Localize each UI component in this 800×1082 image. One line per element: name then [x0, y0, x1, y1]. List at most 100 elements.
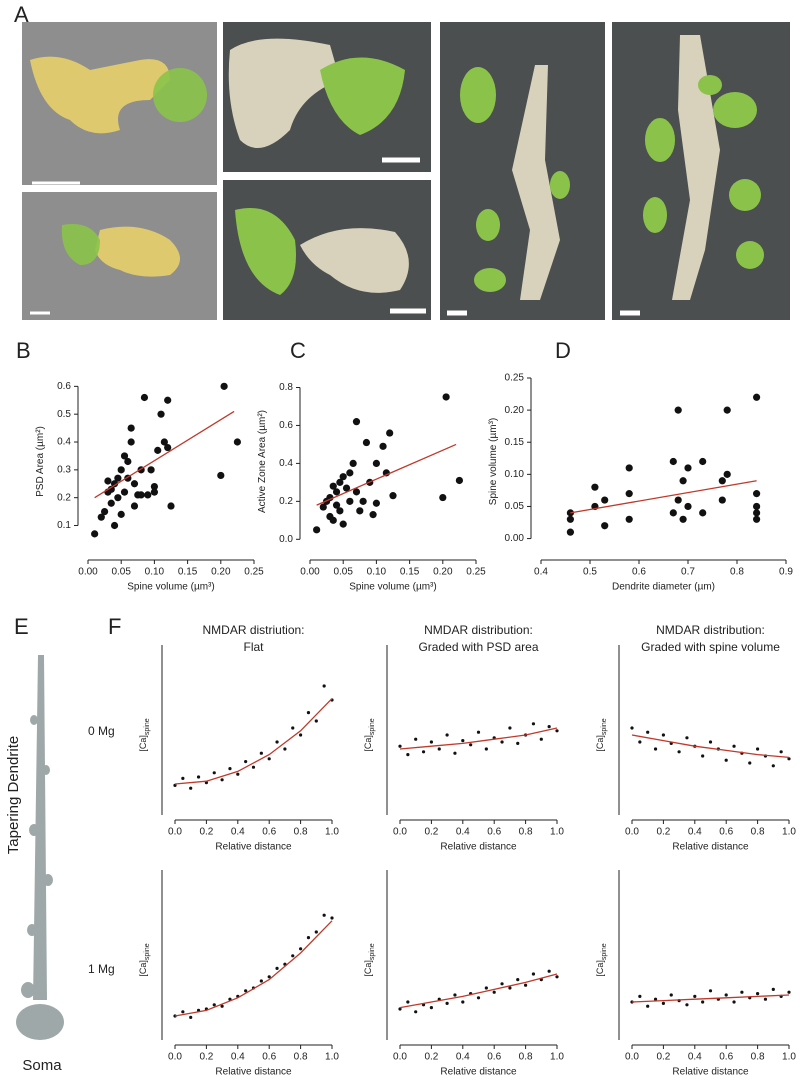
- data-point: [114, 494, 122, 502]
- data-point: [756, 992, 760, 996]
- data-point: [476, 730, 481, 734]
- data-point: [732, 1000, 736, 1004]
- data-point: [356, 507, 364, 515]
- trend-line: [631, 994, 790, 1003]
- x-tick-label: 0.20: [211, 567, 231, 578]
- data-point: [398, 744, 402, 748]
- row-label: 0 Mg: [88, 724, 115, 738]
- x-axis-label: Relative distance: [440, 1067, 517, 1078]
- data-point: [130, 480, 139, 488]
- data-point: [164, 396, 172, 404]
- x-tick-label: 1.0: [782, 827, 796, 838]
- y-axis-label-sub: spine: [369, 943, 376, 960]
- data-point: [516, 741, 520, 746]
- y-tick-label: 0.4: [57, 437, 71, 448]
- x-tick-label: 0.6: [487, 827, 501, 838]
- data-point: [144, 491, 152, 499]
- data-point: [684, 464, 692, 472]
- data-point: [147, 466, 155, 474]
- data-point: [332, 488, 341, 496]
- y-axis-label: [Ca]spine: [138, 718, 150, 751]
- y-tick-label: 0.3: [57, 464, 71, 475]
- data-point: [445, 1001, 449, 1006]
- data-point: [625, 515, 633, 523]
- data-point: [484, 986, 488, 990]
- x-tick-label: 0.0: [168, 827, 182, 838]
- y-tick-label: 0.6: [279, 420, 293, 431]
- x-tick-label: 0.00: [78, 567, 98, 578]
- data-point: [429, 740, 433, 744]
- data-point: [167, 502, 175, 510]
- y-axis-label-main: [Ca]: [363, 960, 373, 977]
- x-tick-label: 0.8: [519, 1052, 533, 1063]
- data-point: [362, 438, 371, 447]
- data-point: [251, 765, 256, 769]
- data-point: [349, 459, 357, 467]
- data-point: [453, 993, 457, 997]
- chart-subtitle: Graded with spine volume: [641, 640, 780, 654]
- x-axis-label: Relative distance: [440, 842, 517, 853]
- data-point: [164, 443, 172, 452]
- panel-label: D: [555, 338, 571, 363]
- data-point: [220, 1004, 224, 1008]
- data-point: [107, 485, 115, 493]
- data-point: [524, 983, 528, 987]
- data-point: [259, 979, 263, 983]
- x-tick-label: 0.4: [688, 1052, 702, 1063]
- y-tick-label: 0.5: [57, 409, 71, 420]
- x-tick-label: 0.4: [534, 567, 548, 578]
- data-point: [661, 733, 666, 737]
- data-point: [684, 502, 692, 511]
- data-point: [346, 469, 354, 477]
- data-point: [439, 493, 447, 502]
- x-tick-label: 0.2: [199, 827, 213, 838]
- data-point: [516, 978, 520, 982]
- y-tick-label: 0.1: [57, 520, 71, 531]
- data-point: [217, 471, 225, 480]
- trend-line: [174, 920, 333, 1017]
- x-tick-label: 0.4: [231, 1052, 245, 1063]
- panel-label: B: [16, 338, 31, 363]
- data-point: [732, 744, 736, 748]
- x-tick-label: 0.0: [393, 1052, 407, 1063]
- y-tick-label: 0.2: [279, 496, 293, 507]
- data-point: [779, 750, 783, 754]
- x-tick-label: 0.15: [178, 567, 198, 578]
- y-axis-label-main: [Ca]: [595, 960, 605, 977]
- data-point: [150, 488, 158, 496]
- x-tick-label: 0.6: [487, 1052, 501, 1063]
- data-point: [329, 482, 337, 490]
- data-point: [718, 477, 726, 485]
- x-tick-label: 0.6: [262, 827, 276, 838]
- data-point: [352, 418, 361, 426]
- data-point: [107, 499, 115, 507]
- data-point: [693, 994, 697, 999]
- data-point: [455, 476, 463, 485]
- data-point: [329, 516, 337, 524]
- x-axis-label: Spine volume (µm³): [127, 582, 214, 593]
- chart-title: NMDAR distribution:: [656, 623, 765, 637]
- data-point: [566, 528, 575, 536]
- data-point: [104, 477, 112, 485]
- x-tick-label: 0.8: [294, 1052, 308, 1063]
- data-point: [699, 457, 707, 466]
- x-tick-label: 0.0: [625, 1052, 639, 1063]
- data-point: [753, 490, 761, 498]
- trend-line: [399, 727, 558, 750]
- y-axis-label: [Ca]spine: [595, 943, 607, 976]
- x-axis-label: Relative distance: [215, 842, 292, 853]
- panel-label: A: [14, 2, 29, 27]
- data-point: [724, 993, 728, 997]
- y-axis-label-main: [Ca]: [363, 735, 373, 752]
- data-point: [508, 726, 512, 730]
- data-point: [674, 496, 682, 504]
- data-point: [461, 1000, 465, 1004]
- data-point: [267, 975, 271, 979]
- x-tick-label: 0.10: [367, 567, 387, 578]
- data-point: [500, 982, 504, 986]
- data-point: [314, 719, 318, 723]
- y-axis-label-sub: spine: [144, 943, 151, 960]
- x-tick-label: 0.2: [656, 827, 670, 838]
- data-point: [291, 954, 295, 958]
- data-point: [236, 772, 240, 776]
